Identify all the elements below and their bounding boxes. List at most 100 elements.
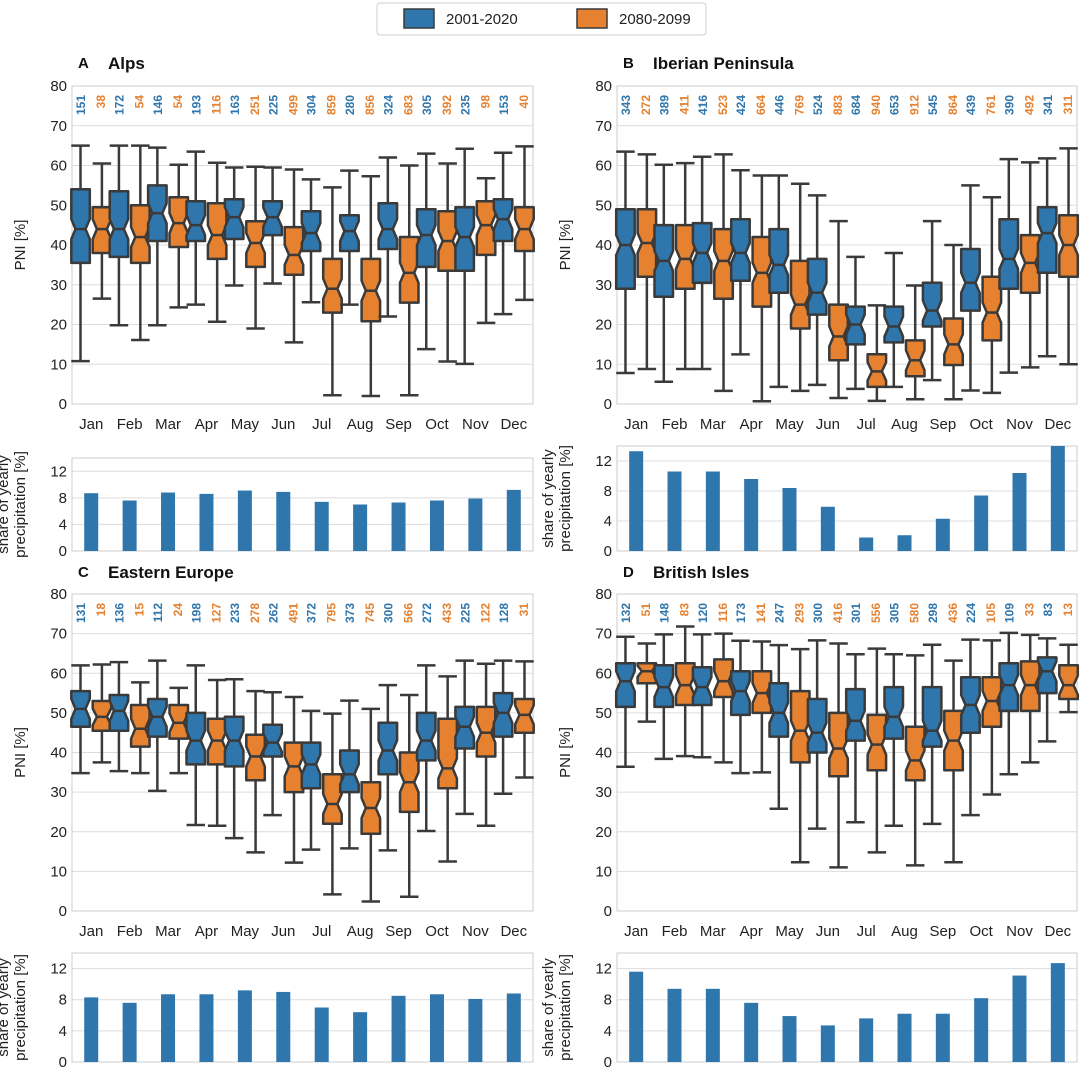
box-y-label: PNI [%] [557, 727, 574, 778]
bar-y-tick: 0 [604, 1054, 612, 1071]
count-2001-2020: 305 [888, 603, 902, 623]
month-tick-may: May [775, 923, 804, 940]
share-bar-mar [161, 492, 176, 551]
box-2080-2099-oct [981, 639, 1003, 796]
box-y-tick: 60 [595, 158, 612, 175]
box-2080-2099-sep [943, 243, 965, 401]
box-2080-2099-jun [283, 695, 305, 864]
count-2001-2020: 298 [926, 603, 940, 623]
box-body [729, 670, 751, 717]
bar-plot-frame [616, 445, 1078, 552]
box-y-tick: 20 [50, 317, 67, 334]
bar-y-tick: 0 [59, 1054, 67, 1071]
count-2001-2020: 524 [811, 95, 825, 115]
panel-letter: B [623, 55, 634, 72]
month-tick-may: May [231, 923, 260, 940]
box-body [828, 711, 850, 778]
month-tick-jul: Jul [312, 923, 331, 940]
month-tick-mar: Mar [700, 923, 726, 940]
share-bar-feb [667, 988, 682, 1062]
panel-letter: D [623, 564, 634, 581]
count-2080-2099: 18 [94, 603, 108, 617]
bar-y-label-line1: share of yearly [0, 958, 12, 1057]
box-2001-2020-jun [262, 166, 284, 285]
count-2001-2020: 225 [458, 603, 472, 623]
month-tick-jul: Jul [857, 416, 876, 433]
share-bar-jun [820, 506, 835, 551]
count-2001-2020: 300 [382, 603, 396, 623]
box-y-tick: 10 [595, 863, 612, 880]
month-tick-feb: Feb [662, 416, 688, 433]
box-2001-2020-may [223, 166, 245, 287]
box-y-tick: 40 [50, 745, 67, 762]
count-2080-2099: 311 [1061, 95, 1075, 115]
month-tick-nov: Nov [1006, 923, 1033, 940]
count-2080-2099: 556 [869, 603, 883, 623]
share-bar-dec [506, 489, 521, 551]
box-2080-2099-apr [206, 161, 228, 323]
box-2001-2020-oct [959, 638, 981, 817]
box-2080-2099-jul [321, 712, 343, 896]
bar-y-tick: 8 [59, 490, 67, 507]
box-2080-2099-mar [713, 632, 735, 764]
box-body [959, 247, 981, 312]
month-tick-may: May [231, 416, 260, 433]
count-2001-2020: 390 [1003, 95, 1017, 115]
month-tick-aug: Aug [891, 416, 918, 433]
box-2001-2020-jun [806, 194, 828, 387]
box-body [883, 685, 905, 740]
box-2080-2099-may [245, 165, 267, 330]
bar-plot-frame [616, 952, 1078, 1063]
box-body [806, 257, 828, 316]
box-body [108, 190, 130, 259]
count-2001-2020: 233 [228, 603, 242, 623]
box-y-tick: 30 [595, 784, 612, 801]
share-bar-jul [314, 501, 329, 551]
month-tick-feb: Feb [117, 416, 143, 433]
share-bar-may [237, 990, 252, 1062]
count-2080-2099: 40 [517, 95, 531, 109]
month-tick-apr: Apr [195, 923, 218, 940]
box-body [904, 339, 926, 378]
box-y-tick: 60 [50, 158, 67, 175]
count-2001-2020: 132 [619, 603, 633, 623]
month-tick-jan: Jan [624, 416, 648, 433]
count-2080-2099: 580 [908, 603, 922, 623]
month-tick-apr: Apr [195, 416, 218, 433]
bar-y-tick: 0 [604, 543, 612, 560]
count-2001-2020: 225 [266, 95, 280, 115]
bar-y-tick: 4 [59, 516, 67, 533]
count-2001-2020: 198 [189, 603, 203, 623]
legend-label-future: 2080-2099 [619, 11, 691, 28]
month-tick-aug: Aug [891, 923, 918, 940]
count-2080-2099: 24 [171, 603, 185, 617]
panel-letter: A [78, 55, 89, 72]
box-2080-2099-mar [168, 686, 190, 775]
box-body [904, 725, 926, 782]
share-bar-jan [629, 971, 644, 1062]
box-2001-2020-jul [844, 255, 866, 391]
count-2001-2020: 446 [773, 95, 787, 115]
box-2080-2099-nov [1019, 633, 1041, 764]
bar-plot-area [617, 953, 1077, 1062]
box-body [338, 213, 360, 253]
share-bar-oct [429, 994, 444, 1062]
count-2001-2020: 151 [74, 95, 88, 115]
legend-frame [376, 2, 707, 36]
box-2080-2099-dec [1058, 147, 1080, 366]
box-body [768, 227, 790, 294]
box-body [300, 209, 322, 253]
share-bar-jul [859, 1018, 874, 1062]
bar-y-tick: 8 [604, 483, 612, 500]
box-2080-2099-dec [1058, 643, 1080, 714]
box-2080-2099-may [789, 182, 811, 393]
box-body [70, 188, 92, 265]
box-body [129, 703, 151, 748]
month-tick-jan: Jan [624, 923, 648, 940]
share-bar-nov [468, 498, 483, 551]
box-body [998, 662, 1020, 713]
box-body [377, 721, 399, 776]
box-body [321, 257, 343, 314]
box-body [223, 198, 245, 241]
count-2080-2099: 293 [793, 603, 807, 623]
